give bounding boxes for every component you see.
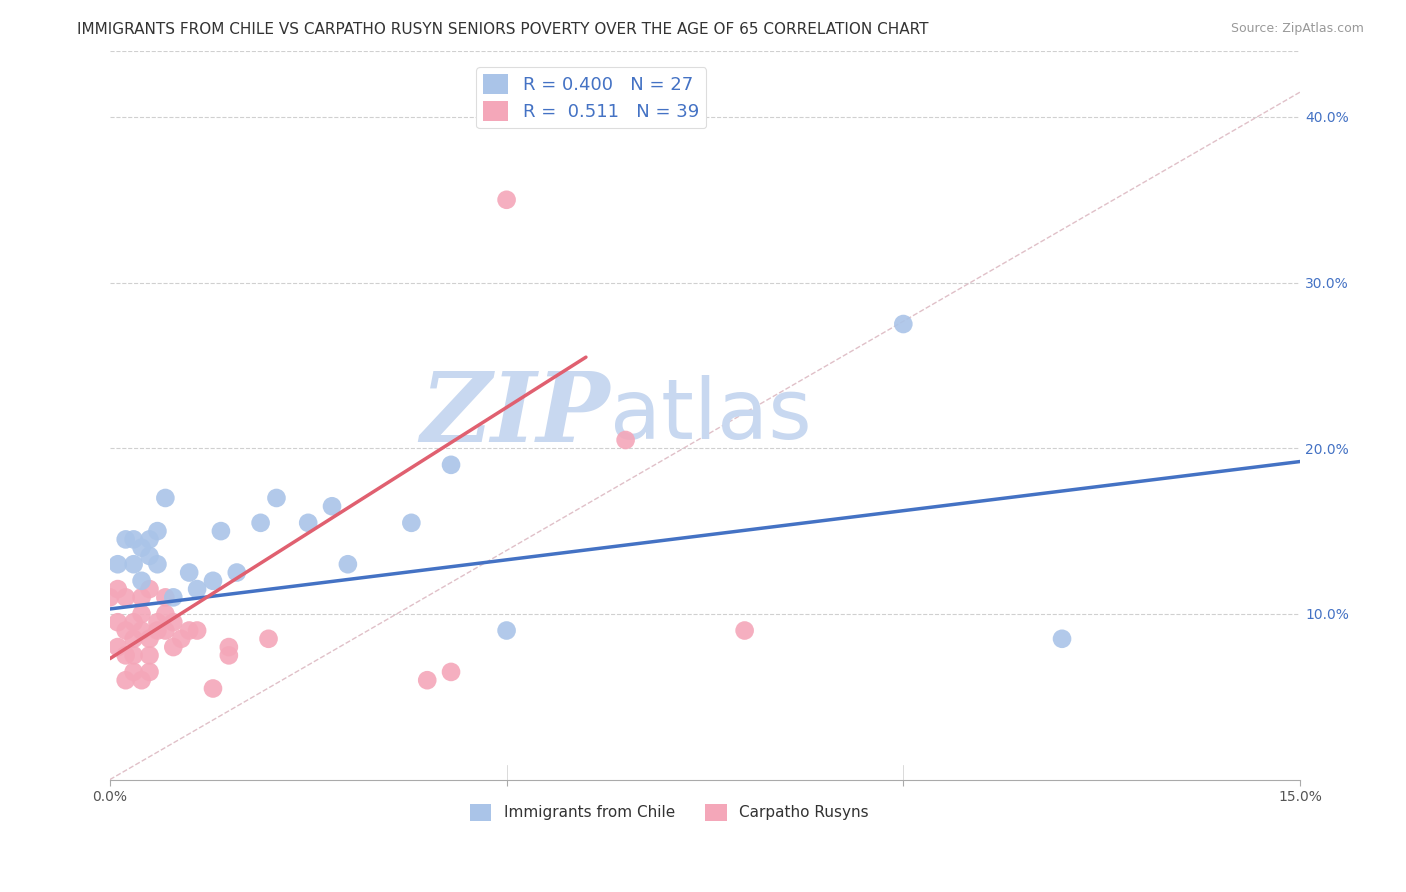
Point (201, 681, 224, 696)
Point (122, 615, 145, 630)
Point (179, 624, 201, 638)
Point (249, 516, 271, 530)
Point (297, 516, 319, 530)
Point (218, 648, 240, 663)
Point (146, 524, 169, 538)
Point (336, 558, 359, 572)
Point (138, 648, 160, 663)
Point (186, 624, 208, 638)
Point (155, 607, 177, 621)
Point (138, 549, 160, 563)
Point (138, 632, 160, 646)
Point (155, 624, 177, 638)
Point (131, 673, 153, 688)
Point (107, 558, 129, 572)
Point (321, 500, 343, 514)
Point (114, 533, 136, 547)
Point (186, 582, 208, 596)
Point (440, 458, 463, 472)
Point (155, 491, 177, 505)
Point (122, 665, 145, 679)
Point (138, 533, 160, 547)
Point (122, 648, 145, 663)
Point (155, 591, 177, 605)
Point (162, 615, 184, 630)
Point (1050, 632, 1073, 646)
Point (209, 524, 232, 538)
Point (146, 624, 169, 638)
Point (146, 615, 169, 630)
Point (131, 541, 153, 555)
Point (257, 632, 280, 646)
Point (131, 607, 153, 621)
Text: Source: ZipAtlas.com: Source: ZipAtlas.com (1230, 22, 1364, 36)
Point (107, 582, 129, 596)
Point (114, 648, 136, 663)
Point (138, 665, 160, 679)
Point (170, 632, 193, 646)
Point (401, 516, 423, 530)
Point (114, 673, 136, 688)
Text: atlas: atlas (610, 375, 811, 456)
Point (122, 632, 145, 646)
Legend: Immigrants from Chile, Carpatho Rusyns: Immigrants from Chile, Carpatho Rusyns (464, 797, 875, 827)
Point (146, 558, 169, 572)
Text: ZIP: ZIP (420, 368, 610, 462)
Point (891, 317, 914, 331)
Point (131, 624, 153, 638)
Point (122, 558, 145, 572)
Point (98, 591, 121, 605)
Point (138, 582, 160, 596)
Point (131, 591, 153, 605)
Point (107, 640, 129, 654)
Point (495, 193, 517, 207)
Point (614, 433, 637, 447)
Point (495, 624, 517, 638)
Point (131, 574, 153, 588)
Point (266, 491, 288, 505)
Point (114, 624, 136, 638)
Point (225, 566, 247, 580)
Point (440, 665, 463, 679)
Point (162, 640, 184, 654)
Text: IMMIGRANTS FROM CHILE VS CARPATHO RUSYN SENIORS POVERTY OVER THE AGE OF 65 CORRE: IMMIGRANTS FROM CHILE VS CARPATHO RUSYN … (77, 22, 929, 37)
Point (179, 566, 201, 580)
Point (114, 591, 136, 605)
Point (162, 591, 184, 605)
Point (416, 673, 439, 688)
Point (734, 624, 756, 638)
Point (122, 533, 145, 547)
Point (201, 574, 224, 588)
Point (107, 615, 129, 630)
Point (218, 640, 240, 654)
